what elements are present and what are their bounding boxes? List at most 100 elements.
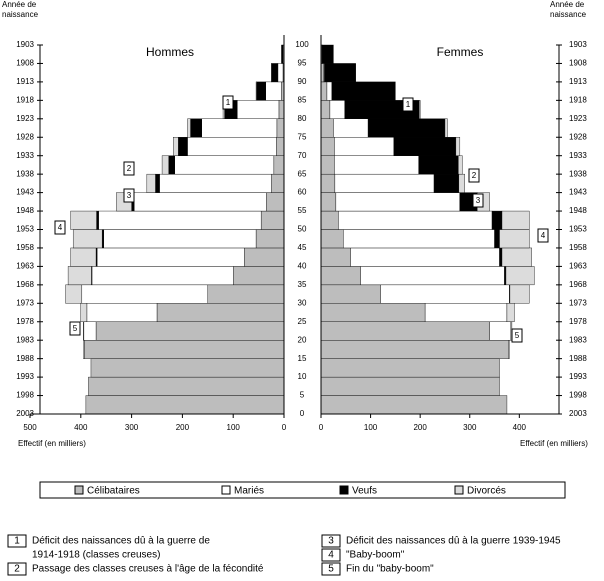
y2-tick-label: 1983 [16,335,34,344]
y2-tick-label: 1993 [16,372,34,381]
note-number: 4 [328,550,334,561]
y2-tick-label: 1978 [16,317,34,326]
y-tick-label: 55 [298,206,307,215]
legend-swatch [454,485,464,495]
x-tick-label: 400 [513,423,527,432]
note-text: Passage des classes creuses à l'âge de l… [32,564,264,575]
legend-label: Veufs [352,486,377,497]
bar-segment [333,118,369,138]
bar-segment [156,303,285,322]
y2-tick-label: 2003 [16,409,34,418]
bar-segment [95,321,285,341]
bar-segment [91,266,234,286]
y2-tick-label: 1968 [569,280,587,289]
bar-segment [260,210,285,230]
bar-segment [350,247,500,267]
bar-segment [84,340,285,359]
bar-segment [178,137,188,156]
y2-tick-label: 1903 [16,40,34,49]
bar-segment [273,155,285,175]
bar-segment [320,303,426,322]
bar-segment [86,303,158,322]
y-tick-label: 40 [298,262,307,271]
bar-segment [320,81,328,101]
marker-box [69,321,81,336]
bar-segment [133,192,267,212]
bar-segment [277,63,284,83]
bar-segment [187,118,191,138]
x-axis-label: Effectif (en milliers) [520,439,588,448]
y2-tick-label: 1948 [569,206,587,215]
bar-segment [266,192,285,212]
marker-label: 1 [226,98,231,107]
bar-segment [256,81,266,101]
note-number: 1 [14,536,20,547]
bar-segment [159,173,272,193]
bar-segment [499,229,530,249]
bar-segment [173,137,179,156]
marker-box [402,97,414,112]
note-number: 5 [328,564,334,575]
bar-segment [320,192,337,212]
y2-tick-label: 1913 [16,77,34,86]
bar-segment [505,266,535,286]
bar-segment [320,137,335,156]
bar-segment [504,266,507,286]
bar-segment [276,137,285,156]
y2-tick-label: 1923 [569,114,587,123]
y-tick-label: 30 [298,298,307,307]
bar-segment [237,100,280,119]
x-tick-label: 300 [463,423,477,432]
bar-segment [494,229,500,249]
y-tick-label: 25 [298,317,307,326]
note-box [321,548,341,562]
bar-segment [278,100,285,119]
y2-tick-label: 1928 [16,132,34,141]
bar-segment [334,137,395,156]
x-tick-label: 100 [364,423,378,432]
bar-segment [255,81,257,101]
x-tick-label: 200 [176,423,190,432]
y2-tick-label: 1908 [16,59,34,68]
x-tick-label: 500 [23,423,37,432]
y-tick-label: 70 [298,151,307,160]
bar-segment [343,229,495,249]
marker-box [511,328,523,343]
y-tick-label: 0 [300,409,305,418]
y-tick-label: 65 [298,169,307,178]
bar-segment [444,118,448,138]
y-tick-label: 10 [298,372,307,381]
y2-tick-label: 2003 [569,409,587,418]
y2-tick-label: 1958 [569,243,587,252]
y-tick-label: 95 [298,59,307,68]
bar-segment [393,137,457,156]
bar-segment [271,63,279,83]
x-tick-label: 100 [227,423,241,432]
y2-tick-label: 1988 [16,354,34,363]
y2-tick-label: 1978 [569,317,587,326]
x-tick-label: 0 [282,423,287,432]
bar-segment [88,376,285,396]
note-text: Déficit des naissances dû à la guerre 19… [346,536,561,547]
bar-segment [85,395,285,415]
y2-tick-label: 1958 [16,243,34,252]
bar-segment [83,321,97,341]
bar-segment [501,210,530,230]
marker-box [468,168,480,183]
bar-segment [232,266,285,286]
bar-segment [265,81,282,101]
bar-segment [81,284,209,304]
bar-segment [320,118,334,138]
bar-segment [190,118,202,138]
note-text: 1914-1918 (classes creuses) [32,550,160,561]
bar-segment [271,63,273,83]
x-tick-label: 300 [125,423,139,432]
bar-segment [65,284,83,304]
bar-segment [70,247,97,267]
y2-axis-label: Année de [550,0,585,9]
bar-segment [338,210,493,230]
bar-segment [508,340,510,359]
bar-segment [90,358,285,378]
bar-segment [322,44,334,64]
